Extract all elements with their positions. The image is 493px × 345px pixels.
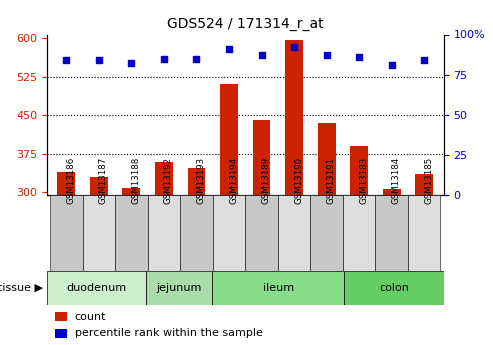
Bar [343,195,375,271]
Bar [408,195,440,271]
Bar [350,146,368,195]
Bar [375,195,408,271]
Text: GSM13187: GSM13187 [99,157,108,204]
Bar [285,40,303,195]
Text: GSM13193: GSM13193 [197,157,206,204]
Point [387,62,395,68]
Bar [317,123,336,195]
Bar [345,271,444,305]
Bar [47,271,146,305]
Bar [90,177,108,195]
Point [128,61,136,66]
Title: GDS524 / 171314_r_at: GDS524 / 171314_r_at [167,17,323,31]
Bar [50,195,83,271]
Text: ileum: ileum [263,283,294,293]
Text: percentile rank within the sample: percentile rank within the sample [74,328,262,338]
Point [193,56,201,61]
Point [290,45,298,50]
Point [257,52,265,58]
Bar [252,120,271,195]
Bar [146,271,212,305]
Text: count: count [74,312,106,322]
Text: GSM13185: GSM13185 [424,157,433,204]
Bar [155,161,173,195]
Bar [310,195,343,271]
Bar [246,195,278,271]
Point [160,56,168,61]
Text: tissue ▶: tissue ▶ [0,283,43,293]
Bar [212,271,345,305]
Bar [220,85,238,195]
Text: GSM13183: GSM13183 [359,157,368,204]
Point [420,57,428,63]
Text: GSM13184: GSM13184 [391,157,401,204]
Bar [278,195,310,271]
Bar [55,313,67,321]
Bar [415,174,433,195]
Text: colon: colon [379,283,409,293]
Bar [115,195,148,271]
Text: jejunum: jejunum [156,283,202,293]
Bar [55,329,67,338]
Bar [213,195,246,271]
Text: GSM13186: GSM13186 [67,157,75,204]
Point [322,52,330,58]
Bar [180,195,213,271]
Bar [57,172,75,195]
Text: GSM13190: GSM13190 [294,157,303,204]
Point [63,57,70,63]
Bar [383,189,401,195]
Point [225,46,233,52]
Bar [148,195,180,271]
Point [355,54,363,60]
Bar [83,195,115,271]
Text: GSM13188: GSM13188 [132,157,141,204]
Bar [187,168,206,195]
Text: GSM13191: GSM13191 [326,157,336,204]
Text: GSM13194: GSM13194 [229,157,238,204]
Text: duodenum: duodenum [67,283,127,293]
Text: GSM13189: GSM13189 [261,157,271,204]
Bar [122,188,141,195]
Point [95,57,103,63]
Text: GSM13192: GSM13192 [164,157,173,204]
